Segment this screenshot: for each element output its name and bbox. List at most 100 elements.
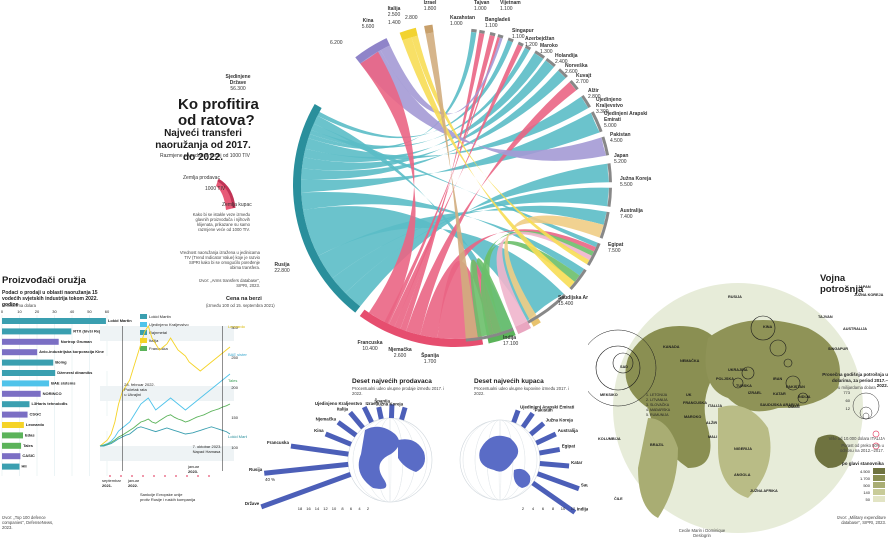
chord-legend-graphic [216,178,236,210]
meridian [352,417,428,503]
stock-line [99,324,231,447]
series-end-label: Tales [228,378,237,383]
map-country-label: IRAN [773,377,783,381]
importer-arc [517,41,524,47]
axis-tick: 20 [35,309,40,314]
importer-arc [534,50,546,59]
map-country-label: TURSKA [736,384,752,388]
share-bar [348,410,365,430]
flow-ribbon [380,37,503,115]
company-label: Edas [25,432,35,437]
importer-arc [545,57,556,68]
spending-bubble [588,329,657,407]
country-label: Njemačka [316,416,337,421]
flow-ribbon [400,32,485,332]
sanction-marker [208,475,210,477]
country-label: Izrael [366,401,377,406]
sanction-note: protiv Rusije i ruskih kompanija [140,497,196,502]
tiv-note: Razmjene u vrednosti većoj od 1000 TIV [160,153,250,159]
stocks-chart: 300 250 200 150 100 Lokid Martin Ujedinjeno Kr… [99,314,247,502]
share-bar [529,421,546,437]
flow-ribbon [425,32,478,339]
importer-label: Alžir 2.800 [588,88,601,100]
company-bar [2,318,106,324]
sanction-marker [120,475,122,477]
spending-bubble [783,358,793,368]
country-label: Francuska [267,440,290,445]
share-bar [263,461,349,476]
exporter-label: Rusija 22.800 [274,262,290,274]
chord-source: Izvor: „Arms transfers database", SIPRI,… [198,278,260,288]
flow-ribbon [303,52,544,163]
flow-ribbon [303,206,564,321]
legend-label: Rajnmetal [149,330,167,335]
company-bar [2,380,50,387]
country-label: Indija [577,506,589,511]
map-source: Izvor: „Military expenditure database", … [836,515,886,525]
importer-arc [607,163,612,183]
share-bar [324,431,352,447]
axis-tick: 12 [571,506,576,511]
importer-arc [479,29,485,34]
chord-value-label: 6.200 [330,40,343,46]
exporter-arc [424,24,434,34]
axis-tick: 12 [323,506,328,511]
map-country-label: INDIJA [798,395,811,399]
series-end-label: Leonardo [228,324,246,329]
company-label: CSGC [30,412,42,417]
x-tick: januar [187,464,200,469]
country-label: Ujedinjeno Kraljevstvo [315,401,363,406]
company-label: Lokid Martin [108,318,132,323]
legend-buyer: Zemlja kupac [222,202,252,208]
x-tick: januar [127,478,140,483]
map-country-label: SINGAPUR [828,347,848,351]
map-country-label: NEMAČKA [680,358,700,363]
importer-arc [558,68,568,79]
page-title: Ko profitira od ratova? [178,96,259,129]
landmass-africa [718,405,771,498]
chord-value-label: 1.400 [388,20,401,26]
company-bar [2,442,22,449]
exporter-label: Italija 2.500 [387,6,401,18]
spending-bubble [741,366,755,380]
share-bar [336,420,358,438]
share-bar [399,406,408,421]
map-italy-note: Više od 10.000 dolara ITALIJA [828,436,885,441]
flow-ribbon [394,34,495,329]
company-label: Tales [23,443,34,448]
map-country-label: ALŽIR [706,420,717,425]
exporter-label: Španija 1.700 [421,353,439,365]
importer-arc [524,45,532,51]
exporter-label: Sjedinjene Države 56.300 [225,74,251,92]
share-bar [536,471,580,492]
exporter-arc [359,309,484,347]
annotation-label: Napad Hamasa [193,449,222,454]
annotation-label: Početak rata [124,387,147,392]
axis-tick: 50 [87,309,92,314]
exporter-label: Francuska 10.400 [357,340,383,352]
importer-label: Australija 7.400 [620,208,643,220]
importer-label: Kuvajt 2.700 [576,73,592,85]
company-bar [2,432,23,439]
map-unit: u milijardama dolara [838,385,876,390]
legend-bubble [862,412,870,420]
stock-line [99,403,231,447]
y-tick: 300 [231,325,238,330]
legend-bubble-label: 12 [846,406,851,411]
importer-label: Norveška 2.600 [565,63,588,75]
flow-ribbon [301,112,600,193]
sanction-marker [175,475,177,477]
flow-ribbon [317,40,513,139]
exporter-label: Izrael 1.800 [423,0,437,12]
company-bar [2,349,38,356]
company-label: L3Haris tehnolođis [31,401,68,406]
y-tick: 250 [231,355,238,360]
baltic-label: 5. RUMUNIJA [646,413,669,417]
spending-bubble [750,315,776,341]
gdp-swatch [873,489,885,495]
legend-growth-marker [872,442,880,450]
map-country-label: AUSTRALIJA [843,327,867,331]
legend-explain: Kako bi se istakle veze između glavnih p… [192,212,250,232]
band [100,446,234,461]
importers-title: Deset najvećih kupaca [474,378,544,385]
